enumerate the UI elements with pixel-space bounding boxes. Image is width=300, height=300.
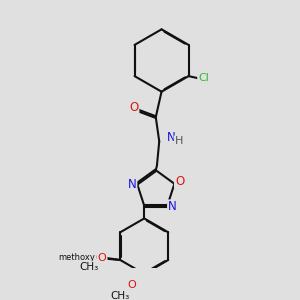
Text: O: O [129,101,139,114]
Text: O: O [78,262,86,272]
Text: O: O [98,254,106,263]
Text: Cl: Cl [198,74,209,83]
Text: O: O [95,253,104,263]
Text: N: N [167,131,176,144]
Text: methoxy: methoxy [58,253,95,262]
Text: N: N [168,200,177,213]
Text: H: H [175,136,183,146]
Text: O: O [175,175,184,188]
Text: CH₃: CH₃ [80,262,99,272]
Text: CH₃: CH₃ [110,291,129,300]
Text: N: N [128,178,136,191]
Text: O: O [127,280,136,290]
